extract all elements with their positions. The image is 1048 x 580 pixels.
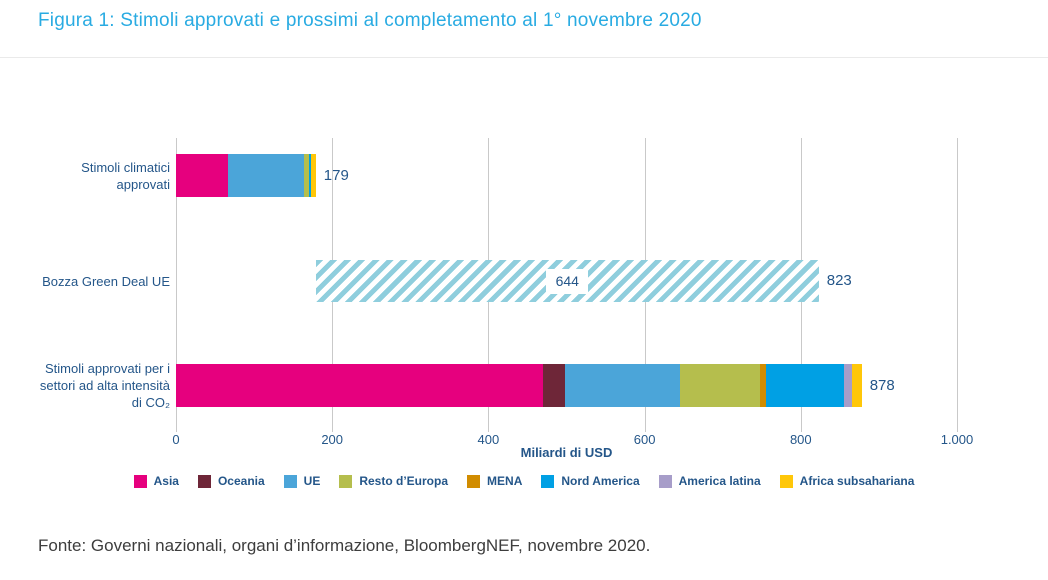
legend-item-africa-subsahariana: Africa subsahariana <box>779 474 915 488</box>
legend-label: MENA <box>487 474 523 488</box>
legend-label: Asia <box>153 474 179 488</box>
title-divider <box>0 57 1048 58</box>
bar-category-label-line: approvati <box>116 176 170 192</box>
x-tick-label: 1.000 <box>940 432 974 447</box>
x-tick-label: 600 <box>633 432 656 447</box>
legend-swatch <box>541 474 555 488</box>
bar-category-label-bozza-green-deal-ue: Bozza Green Deal UE <box>18 273 170 290</box>
bar-stimoli-settori-alta-intensita-co2 <box>176 364 862 407</box>
hatched-bar-inner-value: 644 <box>546 268 589 294</box>
bar-segment-asia <box>176 364 544 407</box>
bar-segment-oceania <box>543 364 565 407</box>
gridline-1.000 <box>957 138 958 432</box>
bar-category-label-line: Stimoli climatici <box>81 159 170 175</box>
legend-label: Oceania <box>217 474 265 488</box>
bar-category-label-line: settori ad alta intensità <box>39 378 170 393</box>
chart-legend: Asia Oceania UE Resto d’Europa MENA Nord Amer… <box>0 474 1048 488</box>
bar-segment-america-latina <box>844 364 852 407</box>
legend-swatch <box>133 474 147 488</box>
bar-category-label-stimoli-climatici-approvati: Stimoli climatici approvati <box>18 159 170 193</box>
bar-category-label-line: Bozza Green Deal UE <box>42 273 170 289</box>
legend-item-oceania: Oceania <box>197 474 265 488</box>
bar-segment-mena <box>760 364 767 407</box>
x-tick-label: 400 <box>477 432 500 447</box>
bar-segment-resto-d-europa <box>304 154 309 197</box>
bar-category-label-stimoli-settori-alta-intensita-co2: Stimoli approvati per i settori ad alta i… <box>18 360 170 411</box>
legend-item-nord-america: Nord America <box>541 474 640 488</box>
figure-title: Figura 1: Stimoli approvati e prossimi a… <box>38 10 702 31</box>
bar-segment-asia <box>176 154 229 197</box>
x-axis-title: Miliardi di USD <box>520 445 613 460</box>
legend-swatch <box>779 474 793 488</box>
legend-item-asia: Asia <box>133 474 179 488</box>
x-tick-label: 200 <box>321 432 344 447</box>
legend-swatch <box>339 474 353 488</box>
bar-stimoli-climatici-approvati <box>176 154 316 197</box>
bar-category-label-line: Stimoli approvati per i <box>45 361 170 376</box>
bar-total-label-bozza-green-deal-ue: 823 <box>826 272 852 289</box>
bar-category-label-line: di CO₂ <box>131 395 170 410</box>
legend-label: Resto d’Europa <box>359 474 449 488</box>
legend-item-america-latina: America latina <box>658 474 761 488</box>
legend-label: UE <box>303 474 321 488</box>
bar-segment-africa-subsahariana <box>851 364 862 407</box>
legend-item-ue: UE <box>283 474 321 488</box>
x-tick-label: 800 <box>789 432 812 447</box>
bar-segment-resto-d-europa <box>679 364 761 407</box>
legend-swatch <box>658 474 672 488</box>
legend-swatch <box>467 474 481 488</box>
legend-swatch <box>283 474 297 488</box>
legend-label: America latina <box>678 474 761 488</box>
bar-segment-nord-america <box>766 364 845 407</box>
legend-item-resto-d-europa: Resto d’Europa <box>339 474 448 488</box>
bar-segment-ue <box>228 154 305 197</box>
legend-item-mena: MENA <box>467 474 522 488</box>
x-tick-label: 0 <box>172 432 180 447</box>
bar-total-label-stimoli-settori-alta-intensita-co2: 878 <box>869 376 895 394</box>
legend-swatch <box>197 474 211 488</box>
legend-label: Nord America <box>561 474 640 488</box>
source-note: Fonte: Governi nazionali, organi d’infor… <box>38 536 651 555</box>
legend-label: Africa subsahariana <box>799 474 915 488</box>
bar-segment-ue <box>564 364 680 407</box>
bar-total-label-stimoli-climatici-approvati: 179 <box>323 166 349 184</box>
bar-segment-nord-america <box>308 154 312 197</box>
bar-segment-africa-subsahariana <box>311 154 316 197</box>
gridline-0 <box>176 138 177 432</box>
